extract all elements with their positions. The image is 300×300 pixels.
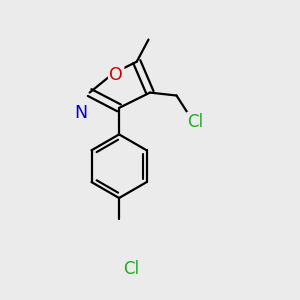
Text: O: O xyxy=(109,66,123,84)
Text: Cl: Cl xyxy=(188,113,204,131)
Text: Cl: Cl xyxy=(123,260,139,278)
Text: N: N xyxy=(74,104,87,122)
